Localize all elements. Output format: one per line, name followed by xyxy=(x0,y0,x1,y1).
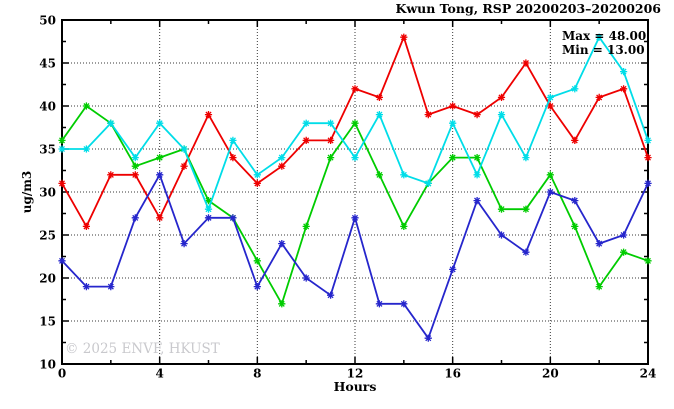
y-tick-label: 45 xyxy=(39,57,56,71)
y-tick-label: 20 xyxy=(39,272,56,286)
x-tick-label: 12 xyxy=(347,367,364,381)
x-axis-label: Hours xyxy=(334,379,377,394)
x-tick-label: 8 xyxy=(253,367,261,381)
series-red-markers xyxy=(58,33,652,230)
tick-labels-layer: 10 15 20 25 30 35 40 45 50 0 4 8 12 16 20 24 xyxy=(39,14,656,381)
chart-title: Kwun Tong, RSP 20200203–20200206 xyxy=(396,1,662,16)
x-tick-label: 16 xyxy=(444,367,461,381)
series-cyan xyxy=(58,33,652,213)
y-tick-label: 35 xyxy=(39,143,56,157)
plot-frame xyxy=(61,19,649,365)
y-tick-label: 15 xyxy=(39,315,56,329)
x-tick-label: 20 xyxy=(542,367,559,381)
y-axis-label: ug/m3 xyxy=(20,171,34,214)
x-tick-label: 0 xyxy=(58,367,66,381)
series-green-markers xyxy=(58,102,652,308)
y-tick-label: 30 xyxy=(39,186,56,200)
series-layer xyxy=(58,33,652,342)
series-blue-markers xyxy=(58,171,652,342)
x-tick-label: 4 xyxy=(155,367,163,381)
series-green xyxy=(58,102,652,308)
min-annotation: Min = 13.00 xyxy=(562,43,645,57)
series-blue xyxy=(58,171,652,342)
y-tick-label: 10 xyxy=(39,358,56,372)
series-red xyxy=(58,33,652,230)
y-tick-label: 50 xyxy=(39,14,56,28)
max-annotation: Max = 48.00 xyxy=(562,29,646,43)
series-cyan-markers xyxy=(58,33,652,213)
y-tick-label: 40 xyxy=(39,100,56,114)
x-tick-label: 24 xyxy=(640,367,657,381)
watermark: © 2025 ENVF, HKUST xyxy=(65,341,220,357)
y-tick-label: 25 xyxy=(39,229,56,243)
